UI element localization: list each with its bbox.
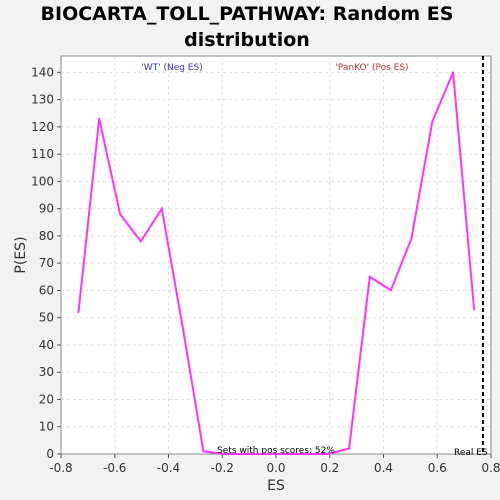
x-tick-label: 0.6 — [428, 461, 447, 475]
grid — [61, 56, 491, 454]
data-point — [264, 453, 267, 455]
data-point — [119, 213, 122, 216]
x-tick-label: -0.2 — [211, 461, 234, 475]
data-point — [473, 308, 476, 311]
data-point — [181, 324, 184, 327]
data-point — [368, 275, 371, 278]
x-tick-label: -0.8 — [49, 461, 72, 475]
data-point — [223, 453, 226, 455]
real-es-label: Real ES — [454, 448, 488, 458]
x-tick-label: 0.0 — [266, 461, 285, 475]
y-ticks: 0 10 20 30 40 50 60 70 80 90 100 110 120 130 140 — [31, 65, 61, 461]
y-tick-label: 90 — [39, 202, 54, 216]
data-point — [160, 207, 163, 210]
data-point — [77, 311, 80, 314]
y-tick-label: 30 — [39, 365, 54, 379]
data-point — [243, 453, 246, 455]
y-tick-label: 60 — [39, 283, 54, 297]
y-tick-label: 50 — [39, 311, 54, 325]
data-point — [348, 447, 351, 450]
series-line — [77, 72, 476, 455]
x-ticks: -0.8 -0.6 -0.4 -0.2 0.0 0.2 0.4 0.6 0.8 — [49, 454, 500, 475]
data-point — [410, 237, 413, 240]
y-tick-label: 20 — [39, 392, 54, 406]
x-tick-label: -0.6 — [103, 461, 126, 475]
data-point — [306, 453, 309, 455]
y-tick-label: 10 — [39, 420, 54, 434]
series-group — [77, 71, 476, 455]
y-tick-label: 140 — [31, 65, 54, 79]
x-tick-label: 0.4 — [374, 461, 393, 475]
x-tick-label: -0.4 — [157, 461, 180, 475]
data-point — [431, 120, 434, 123]
y-tick-label: 110 — [31, 147, 54, 161]
x-tick-label: 0.8 — [481, 461, 500, 475]
x-axis-label: ES — [267, 478, 285, 494]
data-point — [327, 453, 330, 455]
chart-title-line1: BIOCARTA_TOLL_PATHWAY: Random ES — [41, 3, 454, 25]
pos-es-label: 'PanKO' (Pos ES) — [335, 63, 408, 73]
data-point — [452, 71, 455, 74]
y-tick-label: 40 — [39, 338, 54, 352]
pos-scores-label: Sets with pos scores: 52% — [217, 446, 335, 456]
y-tick-label: 70 — [39, 256, 54, 270]
y-axis-label: P(ES) — [13, 236, 29, 273]
data-point — [389, 289, 392, 292]
y-tick-label: 130 — [31, 93, 54, 107]
y-tick-label: 120 — [31, 120, 54, 134]
chart-title-line2: distribution — [184, 29, 310, 51]
data-point — [202, 450, 205, 453]
data-point — [98, 117, 101, 120]
x-tick-label: 0.2 — [320, 461, 339, 475]
neg-es-label: 'WT' (Neg ES) — [141, 63, 202, 73]
y-tick-label: 80 — [39, 229, 54, 243]
y-tick-label: 100 — [31, 174, 54, 188]
y-tick-label: 0 — [46, 447, 54, 461]
data-point — [139, 240, 142, 243]
data-point — [285, 453, 288, 455]
